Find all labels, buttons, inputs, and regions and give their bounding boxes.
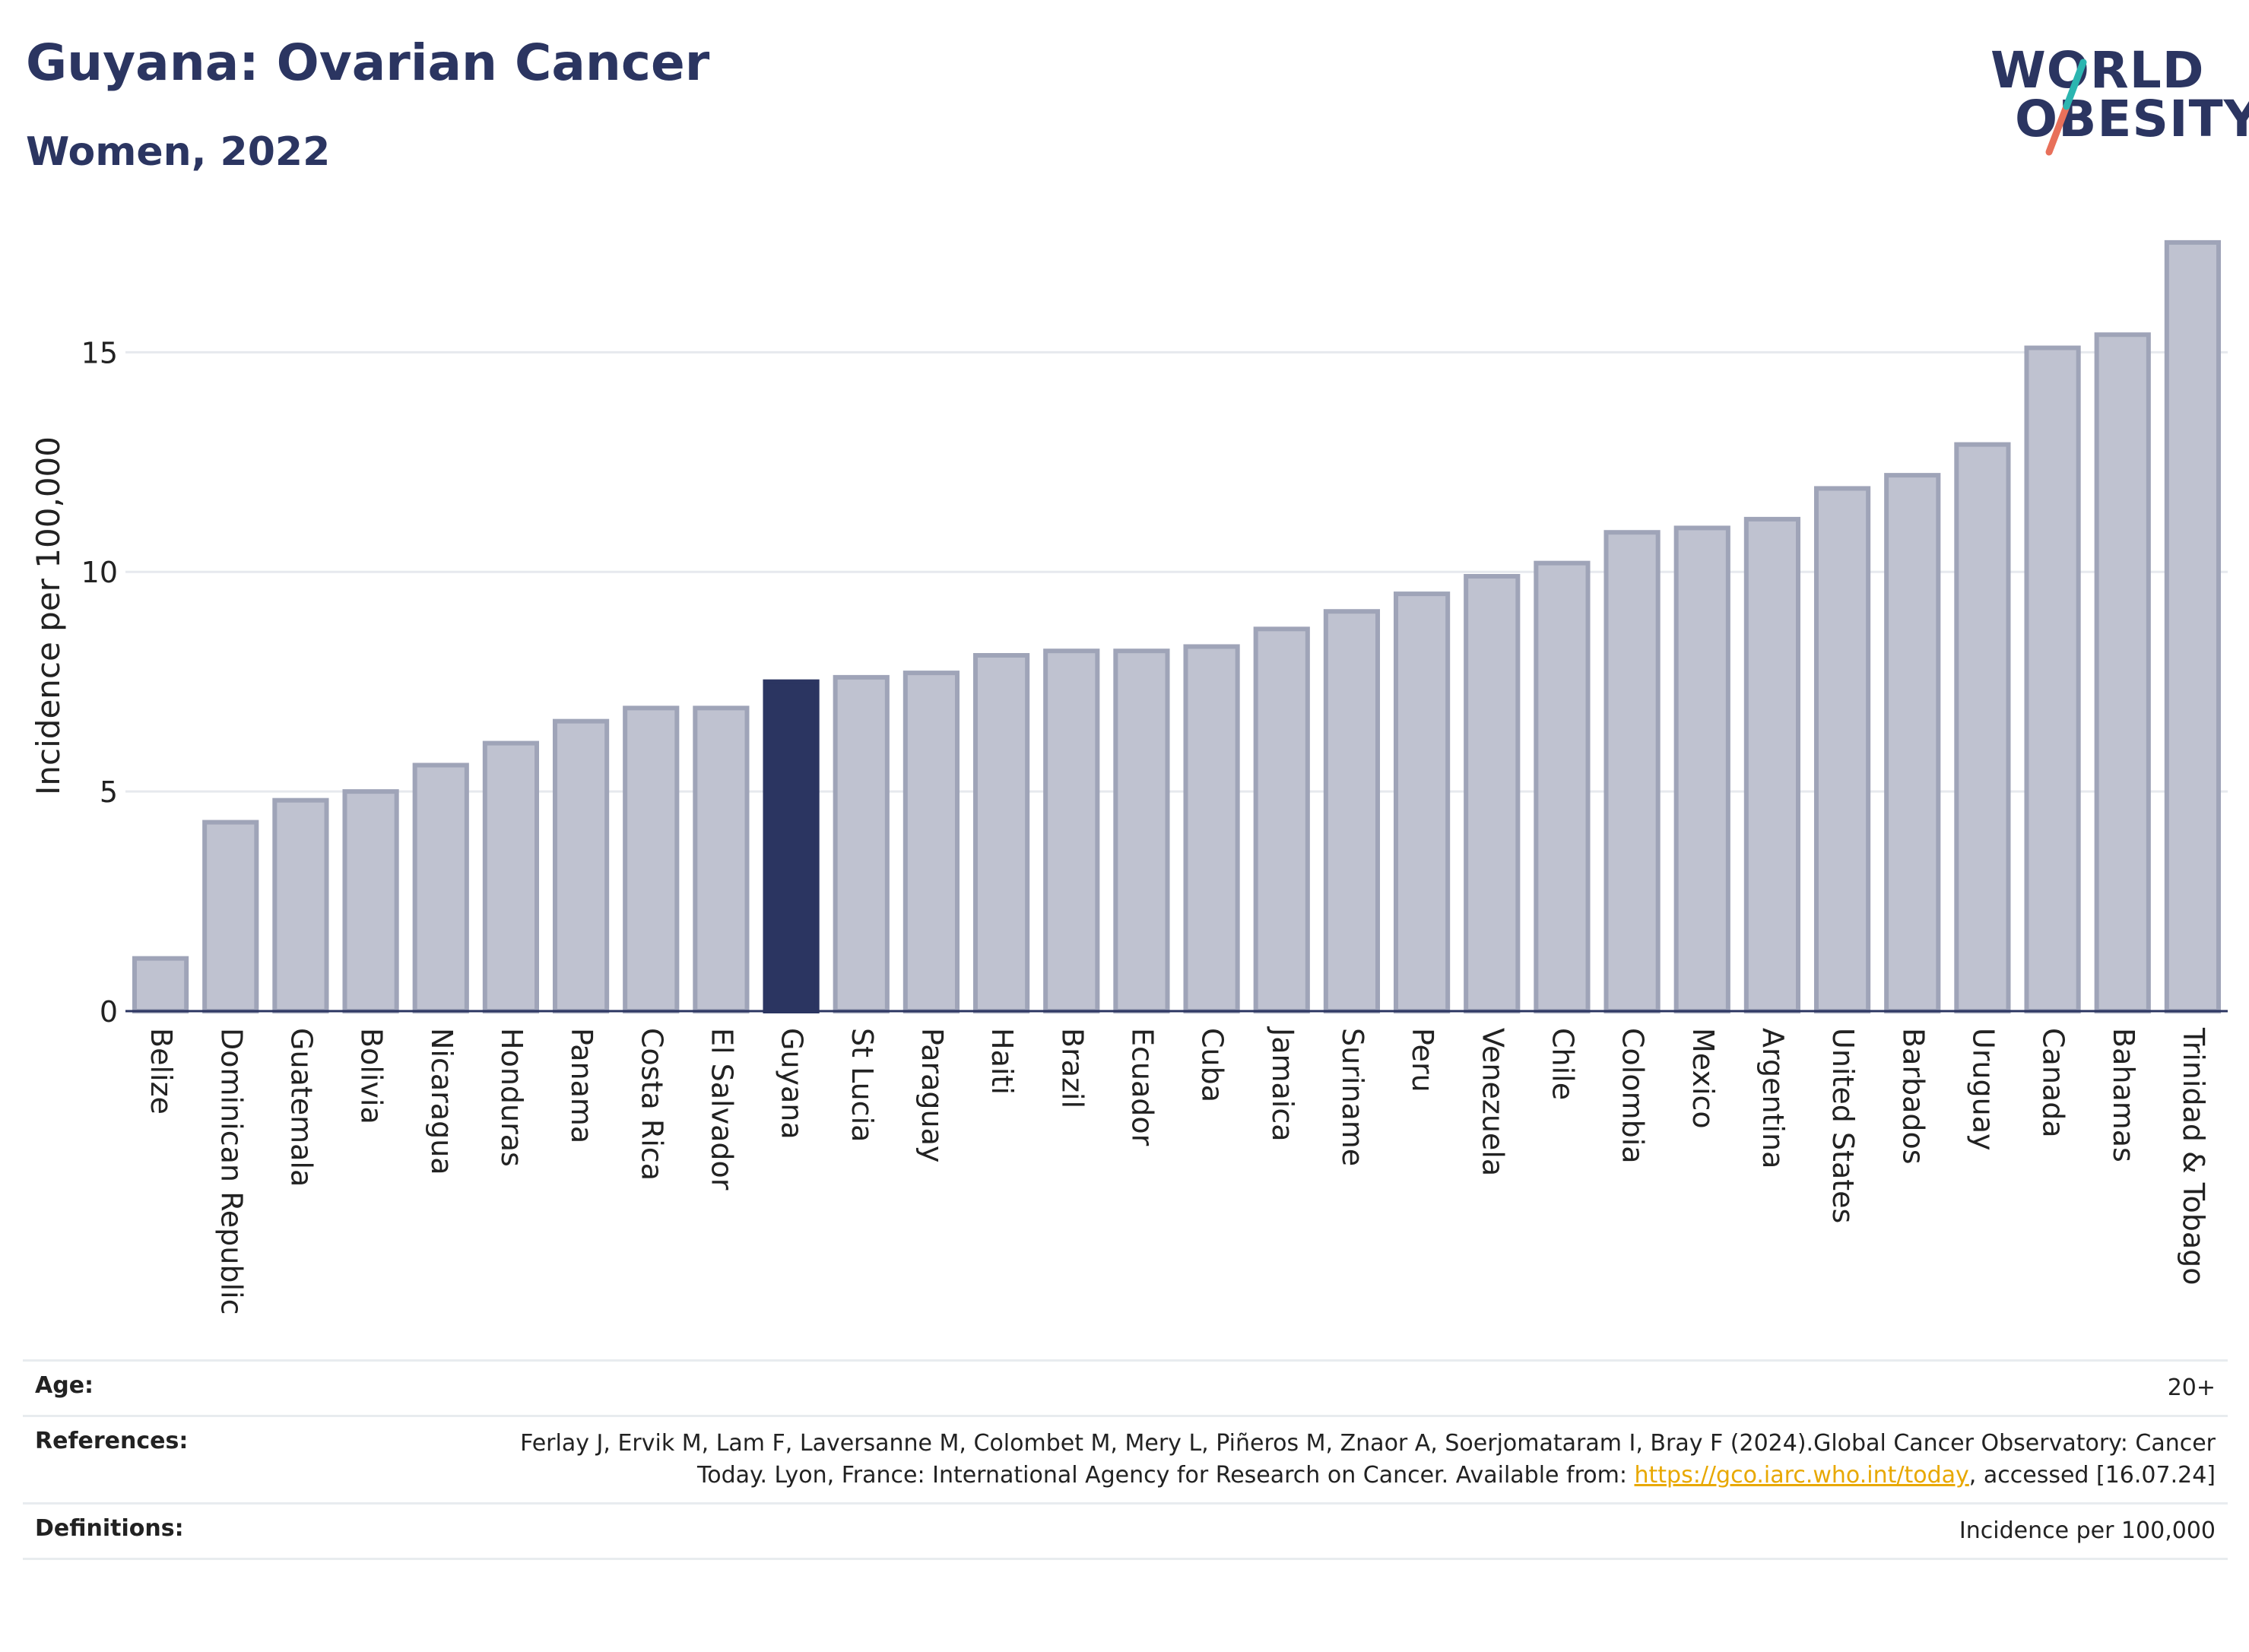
logo-text-line1: WORLD bbox=[1990, 41, 2205, 100]
bar bbox=[1113, 648, 1170, 1013]
chart-subtitle: Women, 2022 bbox=[26, 129, 331, 175]
bar bbox=[1253, 626, 1310, 1013]
x-tick-label: Honduras bbox=[495, 1028, 528, 1167]
bar bbox=[202, 820, 259, 1013]
references-link[interactable]: https://gco.iarc.who.int/today bbox=[1634, 1462, 1969, 1489]
y-tick-label: 15 bbox=[81, 336, 118, 369]
x-tick-label: Venezuela bbox=[1476, 1028, 1509, 1176]
bar-chart: 0 5 10 15 Incidence per 100,000 Belize Dominic… bbox=[30, 239, 2228, 1314]
definitions-label: Definitions: bbox=[35, 1515, 184, 1542]
chart-title: Guyana: Ovarian Cancer bbox=[26, 33, 710, 92]
bar bbox=[1183, 644, 1240, 1013]
bar bbox=[1954, 442, 2011, 1013]
x-tick-label: Cuba bbox=[1196, 1028, 1229, 1102]
y-tick-label: 0 bbox=[100, 995, 118, 1029]
bar bbox=[1323, 609, 1381, 1013]
age-label: Age: bbox=[35, 1372, 94, 1399]
x-tick-label: Jamaica bbox=[1266, 1026, 1299, 1142]
age-value: 20+ bbox=[2167, 1375, 2216, 1401]
references-accessed: , accessed [16.07.24] bbox=[1968, 1462, 2216, 1489]
bar bbox=[1393, 591, 1451, 1013]
x-tick-label: Guyana bbox=[776, 1028, 809, 1140]
footer-age-row: Age: 20+ bbox=[23, 1359, 2228, 1415]
bar bbox=[972, 653, 1030, 1013]
bar bbox=[1673, 525, 1730, 1013]
logo-slash-icon bbox=[2045, 59, 2087, 156]
references-value: Ferlay J, Ervik M, Lam F, Laversanne M, … bbox=[467, 1428, 2216, 1492]
y-axis-label: Incidence per 100,000 bbox=[30, 436, 67, 795]
bar bbox=[1743, 516, 1801, 1013]
bar bbox=[2164, 239, 2222, 1013]
x-tick-label: Colombia bbox=[1616, 1028, 1650, 1164]
bar bbox=[1884, 473, 1941, 1013]
bar bbox=[132, 956, 189, 1013]
bar bbox=[2024, 345, 2081, 1013]
world-obesity-logo: WORLD OBESITY bbox=[1977, 23, 2249, 160]
x-tick-label: Uruguay bbox=[1966, 1028, 2000, 1151]
bar bbox=[1464, 574, 1521, 1013]
bar bbox=[272, 797, 329, 1013]
x-tick-label: Canada bbox=[2037, 1028, 2070, 1138]
chart-footer: Age: 20+ References: Ferlay J, Ervik M, … bbox=[23, 1359, 2228, 1560]
bar bbox=[412, 763, 469, 1013]
footer-definitions-row: Definitions: Incidence per 100,000 bbox=[23, 1502, 2228, 1560]
bar bbox=[833, 674, 890, 1014]
x-tick-label: Costa Rica bbox=[635, 1028, 668, 1181]
bar bbox=[902, 671, 960, 1013]
x-tick-label: Panama bbox=[565, 1028, 598, 1143]
x-tick-label: Suriname bbox=[1336, 1028, 1369, 1166]
bar bbox=[2094, 332, 2151, 1013]
bar bbox=[342, 789, 399, 1013]
bar bbox=[1043, 648, 1100, 1013]
bar bbox=[693, 706, 750, 1013]
bar bbox=[482, 740, 540, 1013]
x-tick-label: El Salvador bbox=[705, 1028, 738, 1191]
references-label: References: bbox=[35, 1428, 189, 1454]
x-tick-label: Argentina bbox=[1756, 1028, 1790, 1168]
x-tick-label: Barbados bbox=[1896, 1028, 1930, 1165]
x-tick-label: St Lucia bbox=[845, 1028, 879, 1142]
x-tick-label: Guatemala bbox=[284, 1028, 318, 1187]
x-tick-label: Mexico bbox=[1686, 1028, 1720, 1129]
x-tick-label: Bolivia bbox=[355, 1028, 389, 1124]
x-tick-label: Bahamas bbox=[2107, 1028, 2140, 1162]
x-tick-label: United States bbox=[1826, 1028, 1860, 1223]
bar bbox=[1813, 486, 1871, 1013]
definitions-value: Incidence per 100,000 bbox=[1959, 1517, 2216, 1544]
footer-references-row: References: Ferlay J, Ervik M, Lam F, La… bbox=[23, 1415, 2228, 1502]
bar bbox=[552, 718, 610, 1014]
x-tick-label: Brazil bbox=[1055, 1028, 1089, 1108]
bar bbox=[1534, 560, 1591, 1013]
x-tick-label: Paraguay bbox=[915, 1028, 949, 1162]
bar bbox=[623, 706, 680, 1013]
x-tick-label: Nicaragua bbox=[425, 1028, 458, 1175]
bar-highlight bbox=[763, 679, 820, 1014]
x-tick-label: Haiti bbox=[985, 1028, 1019, 1095]
x-tick-label: Dominican Republic bbox=[214, 1028, 248, 1314]
x-tick-label: Chile bbox=[1546, 1028, 1579, 1100]
x-tick-label: Peru bbox=[1406, 1028, 1439, 1092]
y-tick-label: 5 bbox=[100, 775, 118, 809]
y-tick-label: 10 bbox=[81, 556, 118, 589]
bar bbox=[1603, 530, 1661, 1013]
x-tick-label: Trinidad & Tobago bbox=[2177, 1027, 2210, 1286]
references-text: Ferlay J, Ervik M, Lam F, Laversanne M, … bbox=[520, 1430, 2216, 1489]
x-tick-label: Ecuador bbox=[1125, 1028, 1159, 1146]
x-tick-label: Belize bbox=[144, 1028, 178, 1115]
